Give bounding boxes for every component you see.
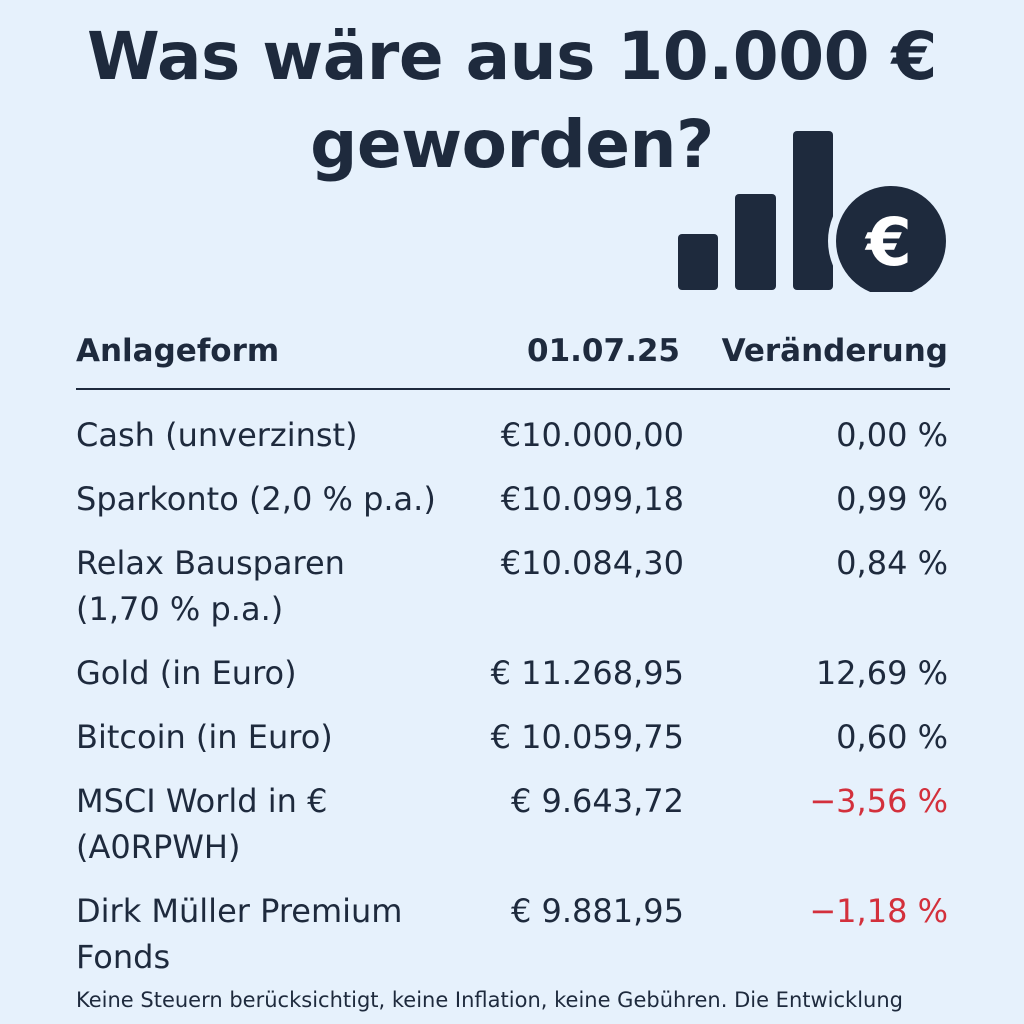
row-change: 0,84 %	[836, 544, 948, 582]
row-value: € 9.643,72	[510, 782, 684, 820]
column-header-change: Veränderung	[721, 333, 948, 369]
row-value: € 11.268,95	[490, 654, 684, 692]
row-value: €10.000,00	[500, 416, 684, 454]
row-value: €10.099,18	[500, 480, 684, 518]
row-value: € 9.881,95	[510, 892, 684, 930]
column-header-date: 01.07.25	[527, 333, 680, 369]
row-name: Cash (unverzinst)	[76, 416, 358, 454]
row-change-negative: −1,18 %	[809, 892, 948, 930]
column-header-name: Anlageform	[76, 333, 280, 369]
row-change: 12,69 %	[815, 654, 948, 692]
row-name: Gold (in Euro)	[76, 654, 297, 692]
row-name: MSCI World in €	[76, 782, 328, 820]
bar-chart-euro-icon: €	[678, 131, 948, 292]
logo-bar-2	[735, 194, 776, 290]
row-change: 0,00 %	[836, 416, 948, 454]
row-name-line-2: Fonds	[76, 938, 171, 976]
logo-bar-1	[678, 234, 718, 290]
row-name: Bitcoin (in Euro)	[76, 718, 333, 756]
row-change-negative: −3,56 %	[809, 782, 948, 820]
row-value: € 10.059,75	[490, 718, 684, 756]
header-divider	[76, 388, 950, 390]
page-title-line-2: geworden?	[310, 106, 714, 183]
logo-euro-circle	[836, 186, 946, 292]
row-name: Dirk Müller Premium	[76, 892, 403, 930]
row-value: €10.084,30	[500, 544, 684, 582]
page-title-line-1: Was wäre aus 10.000 €	[87, 18, 937, 95]
row-name: Sparkonto (2,0 % p.a.)	[76, 480, 436, 518]
row-change: 0,99 %	[836, 480, 948, 518]
row-name-line-2: (A0RPWH)	[76, 828, 241, 866]
row-name-line-2: (1,70 % p.a.)	[76, 590, 284, 628]
row-change: 0,60 %	[836, 718, 948, 756]
footer-disclaimer: Keine Steuern berücksichtigt, keine Infl…	[76, 988, 903, 1012]
row-name: Relax Bausparen	[76, 544, 345, 582]
logo-bar-3	[793, 131, 833, 290]
euro-icon: €	[864, 204, 912, 281]
